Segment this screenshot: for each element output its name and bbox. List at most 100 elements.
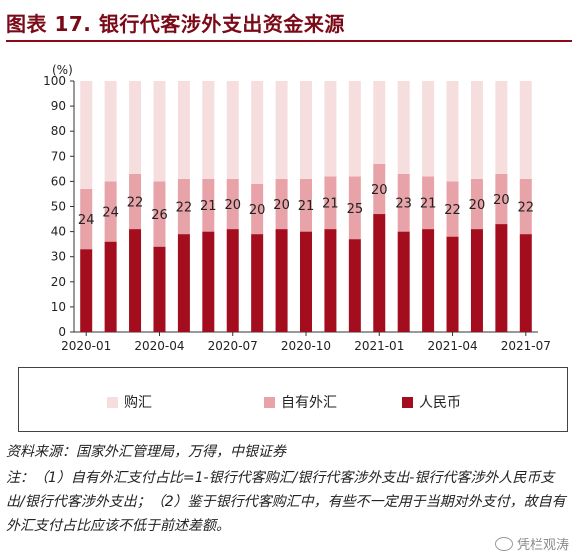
watermark: 凭栏观涛 (490, 533, 573, 554)
title-underline (6, 40, 572, 42)
legend-label-own-fx: 自有外汇 (281, 395, 337, 411)
bar-segment-rmb (397, 231, 410, 332)
bar-segment-own-fx (495, 173, 508, 225)
y-tick-label: 60 (51, 174, 66, 188)
data-label: 22 (444, 203, 461, 218)
bar-segment-rmb (251, 234, 264, 332)
bar-segment-own-fx (519, 178, 532, 235)
data-label: 22 (518, 201, 535, 216)
bar-segment-rmb (446, 236, 459, 332)
y-tick-label: 30 (51, 250, 66, 264)
data-label: 22 (127, 195, 144, 210)
legend-label-purchase: 购汇 (124, 395, 152, 411)
data-label: 21 (200, 199, 217, 214)
data-label: 25 (347, 202, 364, 217)
y-unit-label: (%) (52, 63, 73, 77)
y-tick-label: 10 (51, 300, 66, 314)
bar-segment-own-fx (251, 183, 264, 235)
x-tick-label: 2021-04 (427, 339, 477, 353)
title-bar: 图表 17. 银行代客涉外支出资金来源 (0, 0, 579, 42)
bar-segment-rmb (519, 234, 532, 332)
bar-segment-rmb (373, 214, 386, 332)
bar-segment-own-fx (373, 163, 386, 215)
bar-segment-own-fx (300, 178, 312, 232)
source-text: 资料来源：国家外汇管理局，万得，中银证券 (6, 444, 286, 460)
data-label: 26 (151, 208, 168, 223)
data-label: 24 (102, 206, 119, 221)
legend-label-rmb: 人民币 (419, 395, 461, 411)
data-label: 20 (371, 183, 388, 198)
y-tick-label: 20 (51, 275, 66, 289)
bar-segment-own-fx (104, 181, 117, 242)
y-tick-label: 70 (51, 149, 66, 163)
bar-segment-own-fx (226, 178, 239, 230)
x-tick-label: 2020-01 (61, 339, 111, 353)
bar-segment-purchase (373, 81, 386, 164)
bar-segment-purchase (397, 81, 410, 174)
bar-segment-own-fx (129, 173, 142, 230)
bar-segment-own-fx (348, 176, 361, 240)
data-label: 24 (78, 213, 95, 228)
bar-segment-rmb (324, 229, 337, 332)
bar-segment-rmb (300, 231, 312, 332)
bar-segment-purchase (348, 81, 361, 177)
bar-segment-purchase (300, 81, 312, 179)
y-tick-label: 100 (43, 74, 66, 88)
y-tick-label: 40 (51, 225, 66, 239)
legend-swatch-rmb (402, 396, 413, 408)
bar-segment-rmb (104, 241, 117, 332)
bar-segment-own-fx (80, 188, 93, 250)
bar-segment-rmb (153, 246, 166, 332)
bar-segment-purchase (275, 81, 288, 179)
bar-segment-rmb (129, 229, 142, 332)
chart-title: 图表 17. 银行代客涉外支出资金来源 (6, 12, 345, 36)
bar-segment-rmb (80, 249, 93, 332)
bar-segment-purchase (129, 81, 142, 174)
bar-segment-own-fx (470, 178, 483, 230)
y-tick-label: 50 (51, 200, 66, 214)
y-tick-label: 90 (51, 99, 66, 113)
x-tick-label: 2020-04 (134, 339, 184, 353)
bar-segment-rmb (495, 224, 508, 332)
x-tick-label: 2021-07 (501, 339, 551, 353)
bar-segment-own-fx (153, 181, 166, 247)
legend-swatch-purchase (107, 396, 118, 408)
bar-segment-rmb (470, 229, 483, 332)
bar-segment-purchase (470, 81, 483, 179)
bar-segment-purchase (422, 81, 435, 177)
note-text: 注：（1）自有外汇支付占比=1-银行代客购汇/银行代客涉外支出-银行代客涉外人民… (6, 470, 566, 534)
data-label: 20 (273, 198, 290, 213)
bar-segment-rmb (177, 234, 190, 332)
legend-item-rmb: 人民币 (402, 392, 461, 412)
bar-segment-purchase (519, 81, 532, 179)
bar-segment-rmb (348, 239, 361, 332)
bar-segment-own-fx (324, 176, 337, 230)
bar-segment-own-fx (177, 178, 190, 235)
bar-segment-own-fx (202, 178, 215, 232)
bar-segment-purchase (251, 81, 264, 184)
bar-segment-purchase (177, 81, 190, 179)
legend-item-own-fx: 自有外汇 (264, 392, 337, 412)
bar-segment-purchase (202, 81, 215, 179)
bar-segment-purchase (495, 81, 508, 174)
legend-item-purchase: 购汇 (107, 392, 152, 412)
data-label: 23 (395, 197, 412, 212)
bar-segment-rmb (226, 229, 239, 332)
data-label: 21 (298, 199, 315, 214)
data-label: 20 (249, 203, 266, 218)
wechat-icon (494, 536, 513, 551)
bar-segment-own-fx (397, 173, 410, 232)
bar-segment-own-fx (446, 181, 459, 237)
x-tick-label: 2020-07 (208, 339, 258, 353)
data-label: 20 (469, 198, 486, 213)
bar-segment-own-fx (422, 176, 435, 230)
watermark-text: 凭栏观涛 (516, 538, 569, 553)
bar-segment-rmb (275, 229, 288, 332)
x-tick-label: 2021-01 (354, 339, 404, 353)
bar-segment-purchase (446, 81, 459, 182)
bar-segment-rmb (202, 231, 215, 332)
data-label: 20 (224, 198, 241, 213)
x-tick-label: 2020-10 (281, 339, 331, 353)
legend-swatch-own-fx (264, 396, 275, 408)
